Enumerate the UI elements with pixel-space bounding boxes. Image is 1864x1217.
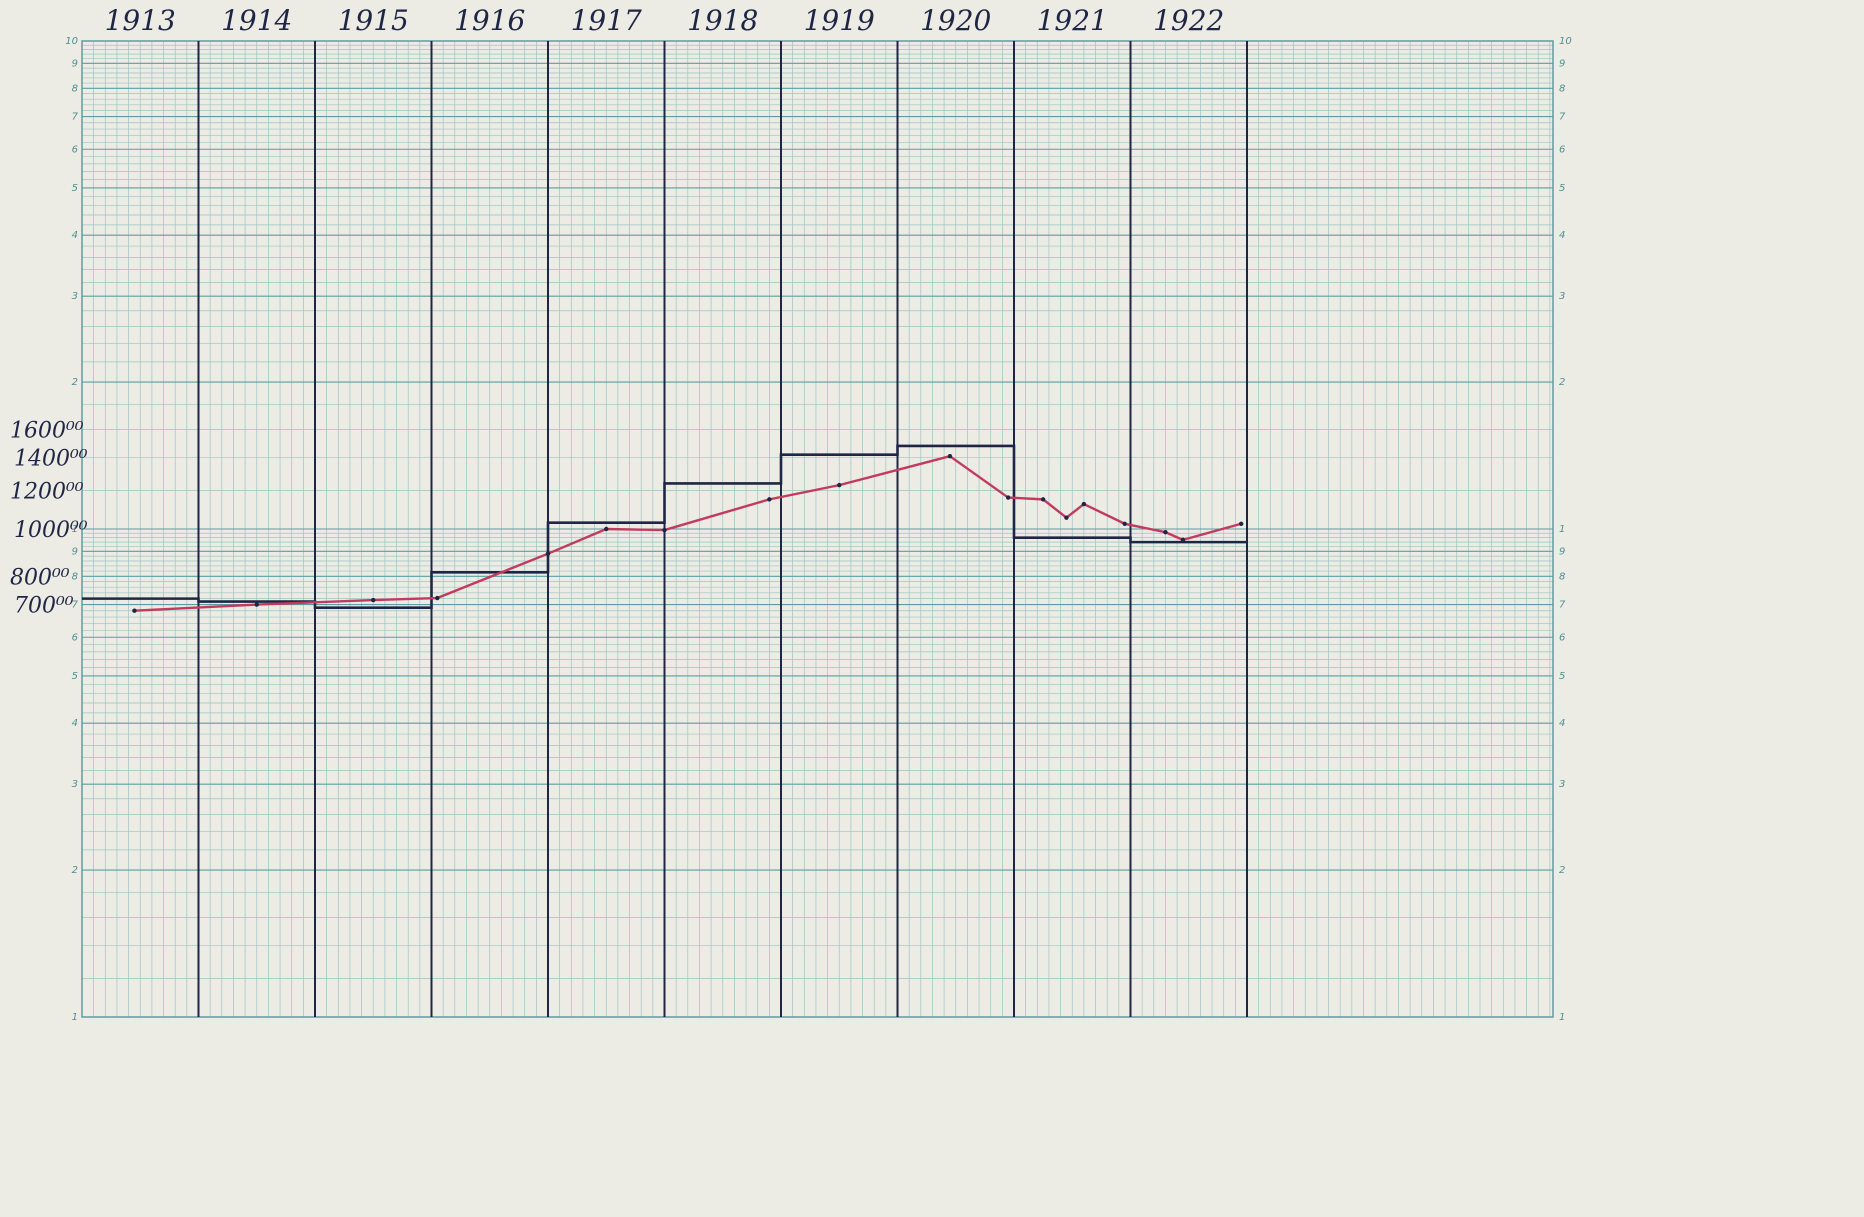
data-point: [947, 453, 953, 459]
data-point: [662, 527, 667, 533]
tick-label-left: 8: [72, 83, 78, 94]
data-point: [545, 551, 551, 556]
tick-label-right: 6: [1559, 144, 1565, 155]
tick-label-left: 8: [72, 571, 78, 582]
tick-label-right: 4: [1559, 718, 1565, 729]
value-label: 1400⁰⁰: [14, 447, 88, 472]
tick-label-right: 8: [1559, 571, 1565, 582]
data-point: [1064, 515, 1069, 520]
value-label: 1000⁰⁰: [14, 518, 88, 543]
tick-label-left: 4: [72, 718, 78, 729]
tick-label-left: 9: [72, 546, 78, 557]
data-point: [1238, 521, 1244, 526]
data-point: [435, 595, 440, 601]
year-label: 1917: [571, 4, 642, 37]
data-point: [1081, 501, 1087, 507]
tick-label-right: 1: [1559, 524, 1565, 535]
tick-label-right: 1: [1559, 1012, 1565, 1023]
tick-label-right: 2: [1559, 865, 1565, 876]
data-point: [371, 597, 376, 603]
data-point: [1163, 530, 1168, 535]
value-label: 800⁰⁰: [10, 565, 70, 590]
tick-label-right: 6: [1559, 632, 1565, 643]
tick-label-left: 6: [72, 632, 78, 643]
tick-label-right: 3: [1559, 291, 1565, 302]
tick-label-left: 4: [72, 230, 78, 241]
value-label: 700⁰⁰: [14, 594, 74, 619]
tick-label-right: 7: [1559, 112, 1566, 123]
year-label: 1916: [454, 4, 525, 37]
data-point: [254, 602, 259, 607]
tick-label-right: 2: [1559, 377, 1565, 388]
year-label: 1922: [1153, 4, 1224, 37]
tick-label-left: 6: [72, 144, 78, 155]
data-point: [604, 526, 609, 532]
value-label: 1600⁰⁰: [10, 418, 84, 443]
year-label: 1913: [105, 4, 176, 37]
series-red-line: [134, 454, 1242, 612]
data-point: [1040, 497, 1046, 502]
tick-label-left: 2: [72, 865, 78, 876]
tick-label-right: 10: [1559, 36, 1572, 47]
tick-label-left: 5: [72, 183, 78, 194]
tick-label-right: 9: [1559, 546, 1565, 557]
tick-label-right: 5: [1559, 671, 1565, 682]
data-point: [767, 497, 772, 502]
tick-label-left: 2: [72, 377, 78, 388]
tick-label-left: 1: [72, 524, 78, 535]
tick-label-left: 3: [72, 291, 78, 302]
year-label: 1918: [687, 4, 758, 37]
tick-label-left: 7: [72, 112, 79, 123]
data-point: [1005, 495, 1011, 500]
tick-label-left: 9: [72, 58, 78, 69]
tick-label-left: 5: [72, 671, 78, 682]
tick-label-left: 3: [72, 779, 78, 790]
data-point: [1122, 521, 1127, 526]
data-point: [132, 608, 137, 613]
tick-label-right: 7: [1559, 600, 1566, 611]
year-label: 1914: [221, 4, 292, 37]
tick-label-left: 7: [72, 600, 79, 611]
year-label: 1919: [804, 4, 875, 37]
tick-label-left: 10: [65, 36, 78, 47]
value-label: 1200⁰⁰: [10, 479, 84, 504]
tick-label-right: 9: [1559, 58, 1565, 69]
tick-label-right: 8: [1559, 83, 1565, 94]
year-label: 1915: [338, 4, 409, 37]
tick-label-right: 5: [1559, 183, 1565, 194]
tick-label-right: 4: [1559, 230, 1565, 241]
tick-label-left: 1: [72, 1012, 78, 1023]
plot-frame: [81, 40, 1554, 1018]
year-label: 1920: [920, 4, 991, 37]
data-point: [1180, 537, 1186, 543]
year-label: 1921: [1037, 4, 1108, 37]
data-point: [837, 482, 842, 488]
tick-label-right: 3: [1559, 779, 1565, 790]
